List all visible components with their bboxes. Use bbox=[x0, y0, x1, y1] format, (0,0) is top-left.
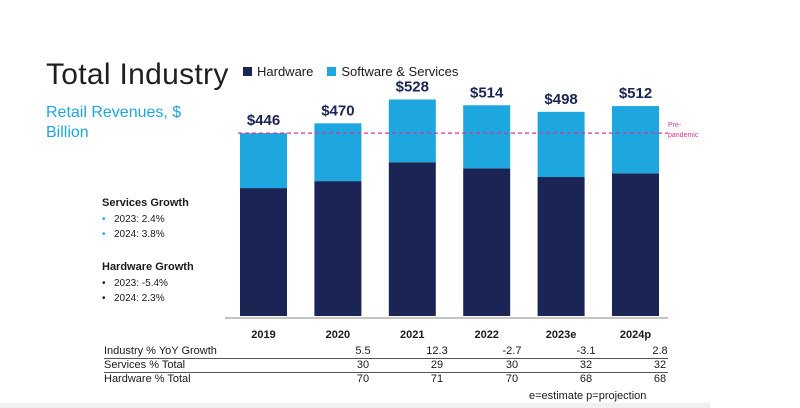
table-cell: 70 bbox=[356, 373, 370, 385]
legend-swatch-hardware bbox=[243, 67, 252, 76]
services-growth-list: 2023: 2.4% 2024: 3.8% bbox=[102, 212, 189, 242]
table-row-yoy: Industry % YoY Growth 5.5 12.3 -2.7 -3.1… bbox=[104, 345, 668, 359]
bar-hardware bbox=[240, 188, 287, 316]
table-cell: 70 bbox=[505, 373, 519, 385]
chart-legend: Hardware Software & Services bbox=[243, 64, 472, 79]
services-growth-heading: Services Growth bbox=[102, 197, 189, 209]
bottom-band bbox=[0, 403, 710, 408]
growth-table: Industry % YoY Growth 5.5 12.3 -2.7 -3.1… bbox=[104, 345, 668, 386]
table-cell: 68 bbox=[653, 373, 667, 385]
bar-software-services bbox=[463, 105, 511, 169]
bar-software-services bbox=[612, 106, 659, 174]
bar-hardware bbox=[388, 162, 436, 316]
bar-total-label: $498 bbox=[544, 91, 577, 108]
pre-pandemic-label: Pre-pandemic bbox=[668, 122, 699, 139]
bar-total-label: $470 bbox=[321, 102, 354, 119]
hardware-growth-item: 2023: -5.4% bbox=[102, 276, 194, 291]
table-cell: 29 bbox=[430, 359, 444, 371]
table-row-label: Industry % YoY Growth bbox=[104, 345, 217, 357]
services-growth-item: 2023: 2.4% bbox=[102, 212, 189, 227]
table-row-services: Services % Total 30 29 30 32 32 bbox=[104, 359, 668, 373]
table-row-label: Services % Total bbox=[104, 359, 186, 371]
bar-total-label: $512 bbox=[619, 85, 652, 102]
hardware-growth-heading: Hardware Growth bbox=[102, 261, 194, 273]
hardware-growth-item: 2024: 2.3% bbox=[102, 291, 194, 306]
legend-swatch-software-services bbox=[327, 67, 337, 76]
services-growth-block: Services Growth 2023: 2.4% 2024: 3.8% bbox=[102, 197, 189, 242]
bar-hardware bbox=[612, 173, 659, 316]
table-row-label: Hardware % Total bbox=[104, 373, 191, 385]
table-cell: 12.3 bbox=[426, 345, 448, 357]
table-cell: 32 bbox=[579, 359, 593, 371]
table-cell: 2.8 bbox=[652, 345, 668, 357]
table-cell: 71 bbox=[430, 373, 444, 385]
page-title: Total Industry bbox=[46, 58, 229, 91]
bar-total-label: $528 bbox=[396, 79, 429, 96]
bar-hardware bbox=[537, 177, 585, 316]
bar-hardware bbox=[314, 181, 362, 316]
table-cell: 68 bbox=[579, 373, 593, 385]
table-cell: -2.7 bbox=[502, 345, 522, 357]
bar-software-services bbox=[537, 111, 585, 178]
table-cell: 30 bbox=[356, 359, 370, 371]
legend-item-software-services: Software & Services bbox=[327, 64, 458, 79]
x-tick-label: 2023e bbox=[546, 329, 577, 341]
legend-item-hardware: Hardware bbox=[243, 64, 313, 79]
table-row-hardware: Hardware % Total 70 71 70 68 68 bbox=[104, 373, 668, 386]
table-cell: 32 bbox=[653, 359, 667, 371]
hardware-growth-block: Hardware Growth 2023: -5.4% 2024: 2.3% bbox=[102, 261, 194, 306]
page-subtitle: Retail Revenues, $ Billion bbox=[46, 104, 182, 141]
x-tick-label: 2019 bbox=[251, 329, 275, 341]
x-tick-label: 2021 bbox=[400, 329, 424, 341]
legend-label-hardware: Hardware bbox=[257, 64, 314, 79]
table-cell: 5.5 bbox=[355, 345, 371, 357]
bar-software-services bbox=[388, 99, 436, 163]
footnote: e=estimate p=projection bbox=[529, 390, 647, 402]
x-tick-label: 2024p bbox=[620, 329, 651, 341]
bar-software-services bbox=[240, 133, 287, 189]
hardware-growth-list: 2023: -5.4% 2024: 2.3% bbox=[102, 276, 194, 306]
bar-total-label: $446 bbox=[247, 112, 280, 129]
table-cell: 30 bbox=[505, 359, 519, 371]
x-tick-label: 2022 bbox=[474, 329, 498, 341]
services-growth-item: 2024: 3.8% bbox=[102, 227, 189, 242]
legend-label-software-services: Software & Services bbox=[341, 64, 459, 79]
table-cell: -3.1 bbox=[576, 345, 596, 357]
bar-total-label: $514 bbox=[470, 84, 504, 101]
x-tick-label: 2020 bbox=[326, 329, 350, 341]
bar-hardware bbox=[463, 168, 511, 316]
bar-software-services bbox=[314, 123, 362, 182]
